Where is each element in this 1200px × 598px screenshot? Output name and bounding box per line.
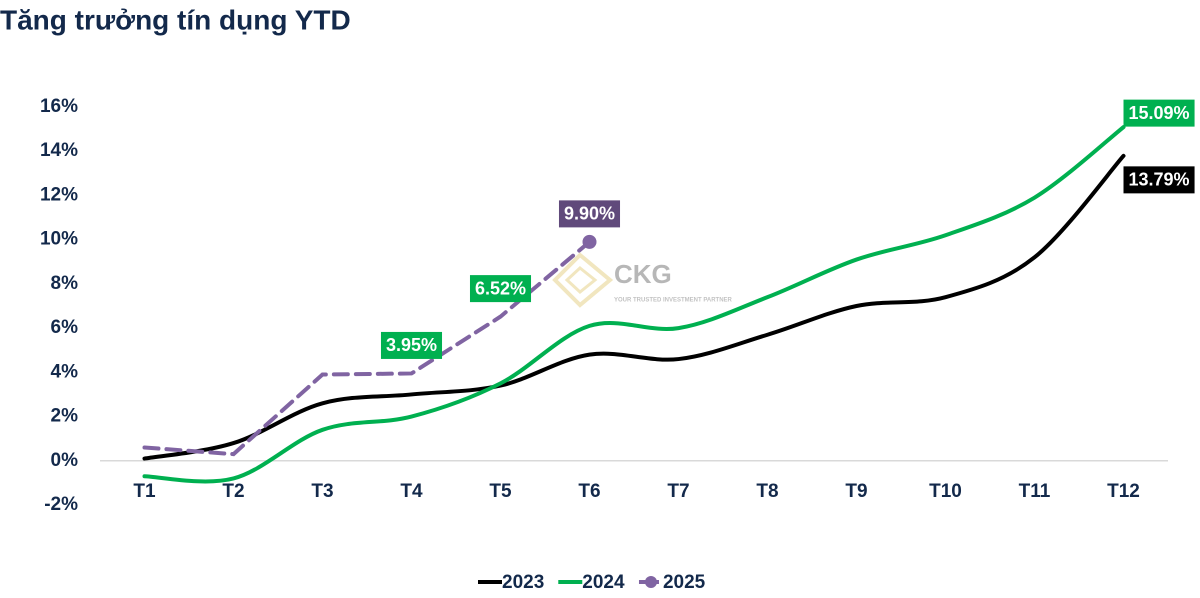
series-line (142, 239, 592, 457)
data-label-box (1123, 99, 1195, 127)
logo-shape (552, 252, 614, 308)
x-tick-label: T1 (133, 481, 156, 502)
logo-shape (564, 266, 598, 294)
y-tick-label: 12% (40, 184, 78, 205)
data-label-text: 9.90% (564, 204, 615, 224)
data-label: 9.90% (558, 200, 621, 228)
watermark: CKG (614, 259, 672, 289)
y-tick-label: 2% (51, 406, 79, 427)
watermark-logo (552, 252, 614, 308)
y-tick-label: 6% (51, 317, 79, 338)
x-tick-label: T10 (929, 481, 962, 502)
y-tick-label: 10% (40, 229, 78, 250)
x-tick-label: T11 (1019, 481, 1051, 502)
x-tick-label: T4 (400, 481, 423, 502)
x-tick-label: T3 (311, 481, 333, 502)
y-tick-label: 4% (51, 361, 79, 382)
x-tick-label: T7 (667, 481, 689, 502)
y-tick-label: 0% (51, 450, 79, 471)
x-tick-label: T2 (222, 481, 244, 502)
legend-label: 2025 (663, 572, 706, 593)
x-tick-label: T5 (489, 481, 512, 502)
data-label-box (380, 331, 443, 359)
y-tick-label: 14% (40, 140, 78, 161)
data-label: 6.52% (469, 275, 532, 303)
data-label-text: 3.95% (386, 335, 437, 355)
series-line (142, 125, 1126, 484)
data-label-text: 15.09% (1129, 103, 1190, 123)
data-label-text: 13.79% (1129, 170, 1190, 190)
y-tick-label: 16% (40, 96, 78, 117)
watermark-tagline: YOUR TRUSTED INVESTMENT PARTNER (614, 298, 733, 304)
data-label-box (469, 275, 532, 303)
y-tick-label: 8% (51, 273, 79, 294)
data-label: 15.09% (1123, 99, 1195, 127)
legend-label: 2023 (502, 572, 544, 593)
legend-marker (644, 576, 657, 588)
x-tick-label: T8 (756, 481, 778, 502)
x-tick-label: T9 (845, 481, 867, 502)
legend-label: 2024 (582, 572, 625, 593)
point-marker (582, 234, 597, 249)
data-label: 13.79% (1123, 166, 1195, 194)
x-tick-label: T6 (578, 481, 600, 502)
series-line (142, 153, 1126, 461)
data-label-text: 6.52% (475, 278, 526, 298)
data-label-box (1123, 166, 1195, 194)
data-label-box (558, 200, 621, 228)
data-label: 3.95% (380, 331, 443, 359)
y-tick-label: -2% (44, 494, 78, 515)
chart-title: Tăng trưởng tín dụng YTD (0, 4, 351, 35)
x-tick-label: T12 (1107, 481, 1140, 502)
